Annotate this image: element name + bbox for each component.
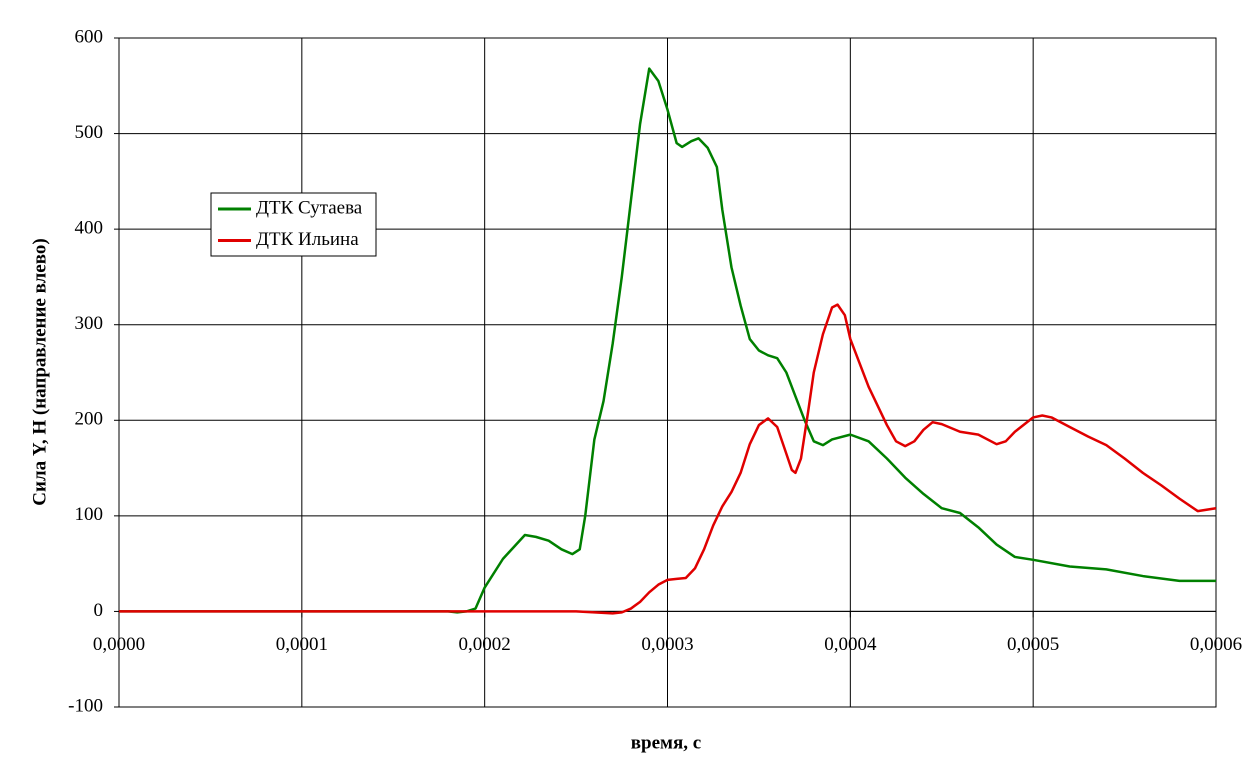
y-tick-label: 100 [75, 504, 104, 525]
x-tick-label: 0,0005 [1007, 634, 1059, 655]
y-tick-label: 200 [75, 409, 104, 430]
y-tick-label: 300 [75, 313, 104, 334]
data-line [119, 67, 1216, 614]
x-tick-label: 0,0006 [1190, 634, 1242, 655]
y-tick-label: 500 [75, 122, 104, 143]
data-line [119, 303, 1217, 615]
legend-box [210, 192, 377, 257]
x-tick-label: 0,0004 [824, 634, 877, 655]
legend-label: ДТК Сутаева [256, 197, 363, 218]
x-tick-label: 0,0003 [641, 634, 693, 655]
legend-label: ДТК Ильина [256, 229, 359, 250]
y-tick-label: 0 [94, 600, 104, 621]
x-tick-label: 0,0002 [459, 634, 511, 655]
y-axis-label: Сила Y, Н (направление влево) [29, 238, 50, 505]
x-tick-label: 0,0001 [276, 634, 328, 655]
y-tick-label: 600 [75, 26, 104, 47]
y-tick-label: 400 [75, 218, 104, 239]
y-tick-label: -100 [68, 695, 103, 716]
x-tick-label: 0,0000 [93, 634, 145, 655]
x-axis-label: время, с [631, 732, 701, 753]
